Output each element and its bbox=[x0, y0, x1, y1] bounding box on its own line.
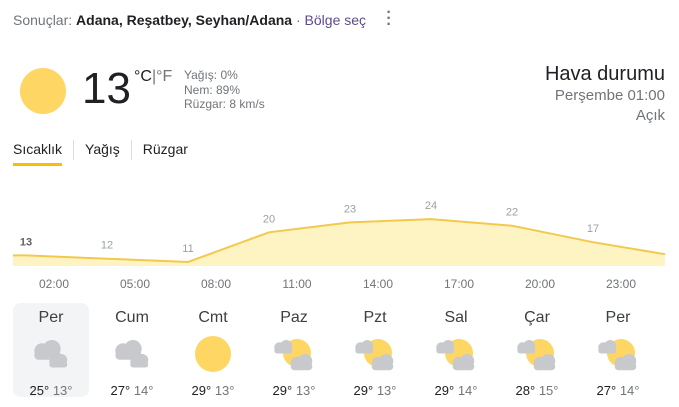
day-name: Per bbox=[605, 309, 631, 326]
tab-temperature[interactable]: Sıcaklık bbox=[13, 141, 63, 157]
partly-cloudy-icon bbox=[517, 339, 556, 371]
hour-label: 02:00 bbox=[39, 277, 69, 291]
partly-cloudy-icon bbox=[274, 339, 313, 371]
location-name: Adana, Reşatbey, Seyhan/Adana bbox=[76, 12, 293, 28]
low-temp: 13° bbox=[376, 383, 397, 398]
sun-icon bbox=[20, 68, 66, 114]
high-temp: 25° bbox=[29, 383, 50, 398]
active-tab-indicator bbox=[13, 163, 62, 166]
temperature-area bbox=[13, 219, 665, 266]
low-temp: 14° bbox=[457, 383, 478, 398]
day-forecast[interactable]: Çar 28° 15° bbox=[499, 303, 575, 398]
day-temps: 29° 14° bbox=[418, 383, 494, 398]
day-forecast[interactable]: Sal 29° 14° bbox=[418, 303, 494, 398]
day-name: Sal bbox=[444, 309, 468, 326]
results-prefix: Sonuçlar: bbox=[13, 12, 73, 28]
temperature-label: 20 bbox=[263, 213, 275, 225]
temperature-label: 11 bbox=[182, 243, 193, 255]
separator: · bbox=[295, 12, 301, 28]
day-temps: 29° 13° bbox=[337, 383, 413, 398]
day-name: Cmt bbox=[198, 309, 228, 326]
high-temp: 29° bbox=[353, 383, 374, 398]
day-temps: 27° 14° bbox=[94, 383, 170, 398]
high-temp: 29° bbox=[272, 383, 293, 398]
day-forecast[interactable]: Paz 29° 13° bbox=[256, 303, 332, 398]
hour-label: 05:00 bbox=[120, 277, 150, 291]
weather-summary: Hava durumu Perşembe 01:00 Açık bbox=[545, 62, 665, 126]
unit-switch: °C|°F bbox=[134, 68, 172, 86]
day-forecast[interactable]: Pzt 29° 13° bbox=[337, 303, 413, 398]
day-temps: 25° 13° bbox=[13, 383, 89, 398]
temperature-label: 23 bbox=[344, 203, 356, 215]
day-temps: 29° 13° bbox=[256, 383, 332, 398]
summary-time: Perşembe 01:00 bbox=[554, 87, 665, 104]
temperature-label: 17 bbox=[587, 223, 599, 235]
day-forecast[interactable]: Cum 27° 14° bbox=[94, 303, 170, 398]
summary-title: Hava durumu bbox=[544, 63, 665, 85]
chart-tabs: Sıcaklık Yağış Rüzgar bbox=[13, 140, 199, 160]
day-temps: 29° 13° bbox=[175, 383, 251, 398]
weather-details: Yağış: 0% Nem: 89% Rüzgar: 8 km/s bbox=[184, 68, 265, 112]
summary-condition: Açık bbox=[635, 107, 665, 124]
high-temp: 29° bbox=[434, 383, 455, 398]
day-name: Cum bbox=[115, 309, 149, 326]
day-temps: 27° 14° bbox=[580, 383, 656, 398]
low-temp: 13° bbox=[295, 383, 316, 398]
temperature-chart: 13 02:00 12 05:00 11 08:00 20 11:00 23 14:00 24 17:… bbox=[13, 200, 666, 291]
day-name: Per bbox=[38, 309, 64, 326]
hour-label: 14:00 bbox=[363, 277, 393, 291]
day-forecast[interactable]: Per 25° 13° bbox=[13, 303, 89, 398]
cloudy-icon bbox=[115, 340, 149, 368]
day-forecast[interactable]: Cmt 29° 13° bbox=[175, 303, 251, 398]
wind: Rüzgar: 8 km/s bbox=[184, 97, 265, 111]
hour-label: 23:00 bbox=[606, 277, 636, 291]
tab-precipitation[interactable]: Yağış bbox=[73, 140, 131, 160]
current-temperature: 13 bbox=[82, 64, 131, 113]
partly-cloudy-icon bbox=[355, 339, 394, 371]
humidity: Nem: 89% bbox=[184, 82, 241, 97]
region-select-link[interactable]: Bölge seç bbox=[304, 12, 367, 28]
day-name: Çar bbox=[524, 309, 550, 326]
day-temps: 28° 15° bbox=[499, 383, 575, 398]
precipitation: Yağış: 0% bbox=[184, 68, 238, 82]
hour-label: 08:00 bbox=[201, 277, 231, 291]
low-temp: 14° bbox=[619, 383, 640, 398]
temperature-label: 13 bbox=[20, 236, 32, 248]
partly-cloudy-icon bbox=[598, 339, 637, 371]
day-name: Pzt bbox=[363, 309, 387, 326]
results-header: Sonuçlar: Adana, Reşatbey, Seyhan/Adana … bbox=[13, 12, 366, 28]
temperature-label: 12 bbox=[101, 240, 113, 252]
unit-divider: | bbox=[151, 68, 157, 85]
high-temp: 28° bbox=[515, 383, 536, 398]
hour-label: 20:00 bbox=[525, 277, 555, 291]
temperature-label: 22 bbox=[506, 207, 518, 219]
high-temp: 27° bbox=[110, 383, 131, 398]
tab-wind[interactable]: Rüzgar bbox=[130, 140, 199, 160]
sun-icon bbox=[195, 336, 231, 372]
high-temp: 27° bbox=[596, 383, 617, 398]
low-temp: 13° bbox=[214, 383, 235, 398]
partly-cloudy-icon bbox=[436, 339, 475, 371]
more-options-icon[interactable]: · · · bbox=[386, 4, 392, 33]
low-temp: 15° bbox=[538, 383, 559, 398]
hour-label: 11:00 bbox=[282, 277, 311, 291]
hour-label: 17:00 bbox=[444, 277, 474, 291]
fahrenheit-toggle[interactable]: °F bbox=[156, 68, 173, 85]
temperature-label: 24 bbox=[425, 200, 437, 212]
day-name: Paz bbox=[280, 309, 308, 326]
cloudy-icon bbox=[34, 340, 68, 368]
day-forecast[interactable]: Per 27° 14° bbox=[580, 303, 656, 398]
high-temp: 29° bbox=[191, 383, 212, 398]
low-temp: 13° bbox=[52, 383, 73, 398]
low-temp: 14° bbox=[133, 383, 154, 398]
celsius-toggle[interactable]: °C bbox=[134, 68, 152, 85]
temperature-line bbox=[13, 218, 666, 264]
